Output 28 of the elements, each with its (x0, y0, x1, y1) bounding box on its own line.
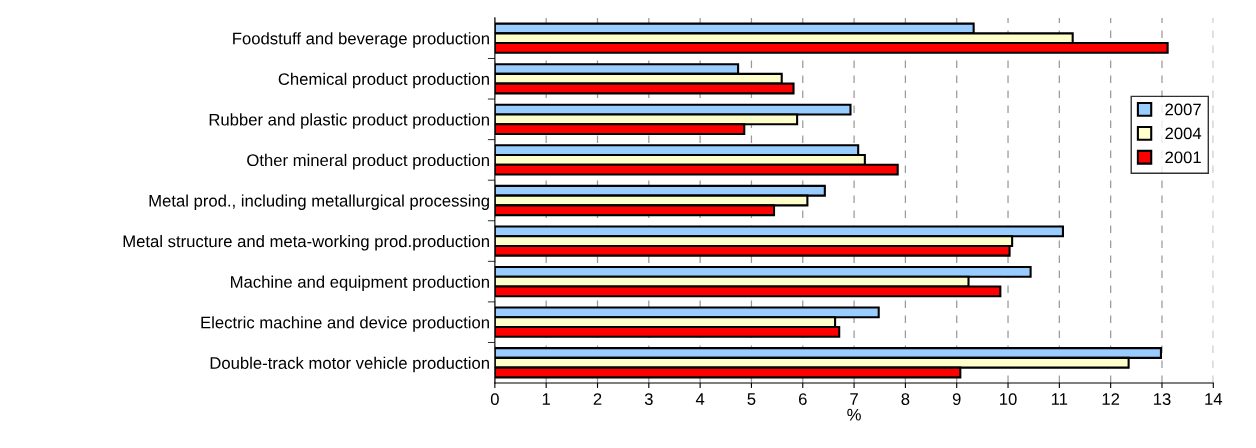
x-tick-label: 14 (1205, 393, 1223, 405)
y-tick-label: Double-track motor vehicle production (210, 356, 489, 373)
x-tick-label: 7 (850, 393, 858, 405)
x-tick-label: 12 (1102, 393, 1120, 405)
legend-label: 2001 (1165, 151, 1201, 164)
x-tick-label: 0 (490, 393, 499, 405)
y-tick-label: Metal structure and meta-working prod.production (123, 235, 489, 251)
legend-label: 2007 (1165, 103, 1201, 116)
x-tick-label: 11 (1051, 393, 1068, 405)
x-axis-title: % (847, 408, 861, 421)
x-tick-label: 1 (542, 393, 550, 405)
x-tick-label: 8 (901, 393, 910, 405)
x-tick-label: 6 (798, 393, 807, 405)
y-tick-label: Chemical product production (278, 72, 489, 89)
y-tick-label: Rubber and plastic product production (209, 113, 489, 129)
x-tick-label: 2 (593, 393, 602, 405)
x-tick-label: 3 (644, 393, 653, 405)
y-tick-label: Other mineral product production (247, 153, 489, 170)
x-tick-label: 4 (695, 393, 705, 405)
legend-label: 2004 (1165, 127, 1202, 140)
x-tick-label: 5 (747, 393, 756, 405)
y-tick-label: Metal prod., including metallurgical processing (149, 194, 489, 210)
x-tick-label: 9 (952, 393, 961, 405)
y-tick-label: Machine and equipment production (231, 275, 489, 292)
y-tick-label: Electric machine and device production (201, 316, 489, 332)
y-tick-label: Foodstuff and beverage production (233, 32, 489, 48)
x-tick-label: 10 (1000, 393, 1017, 405)
x-tick-label: 13 (1153, 393, 1171, 405)
